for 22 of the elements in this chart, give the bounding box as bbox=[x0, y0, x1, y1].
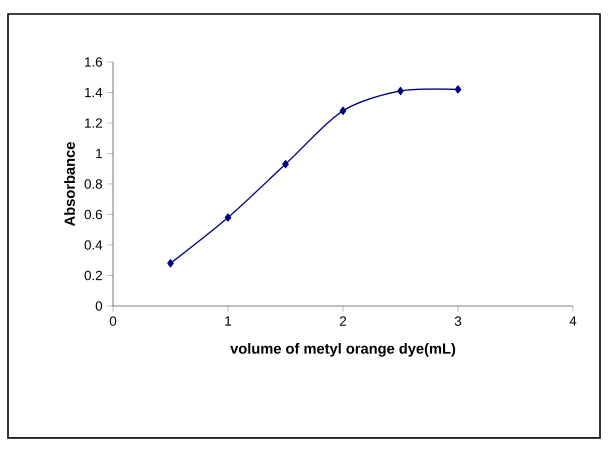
point bbox=[340, 106, 346, 115]
x-tick-label: 3 bbox=[454, 316, 462, 326]
x-tick-label: 2 bbox=[340, 316, 346, 326]
x-tick-label: 4 bbox=[570, 316, 576, 326]
y-tick-label: 0.8 bbox=[84, 179, 102, 189]
point bbox=[282, 160, 289, 168]
x-axis-title: volume of metyl orange dye(mL) bbox=[230, 342, 456, 357]
y-tick-label: 0.2 bbox=[84, 270, 102, 280]
y-axis-title: Absorbance bbox=[64, 142, 75, 226]
y-tick-label: 1.2 bbox=[85, 118, 102, 128]
y-tick-label: 0 bbox=[96, 301, 102, 311]
y-tick-label: 1 bbox=[96, 148, 102, 158]
point bbox=[454, 85, 462, 94]
y-tick-label: 0.6 bbox=[84, 210, 102, 220]
y-tick-label: 1.4 bbox=[85, 88, 102, 98]
y-tick-label: 1.6 bbox=[85, 57, 102, 67]
x-tick-label: 0 bbox=[110, 316, 116, 326]
point bbox=[167, 259, 174, 268]
point bbox=[224, 213, 232, 222]
point bbox=[397, 86, 404, 96]
y-tick-label: 0.4 bbox=[84, 240, 102, 250]
x-tick-label: 1 bbox=[225, 316, 232, 326]
